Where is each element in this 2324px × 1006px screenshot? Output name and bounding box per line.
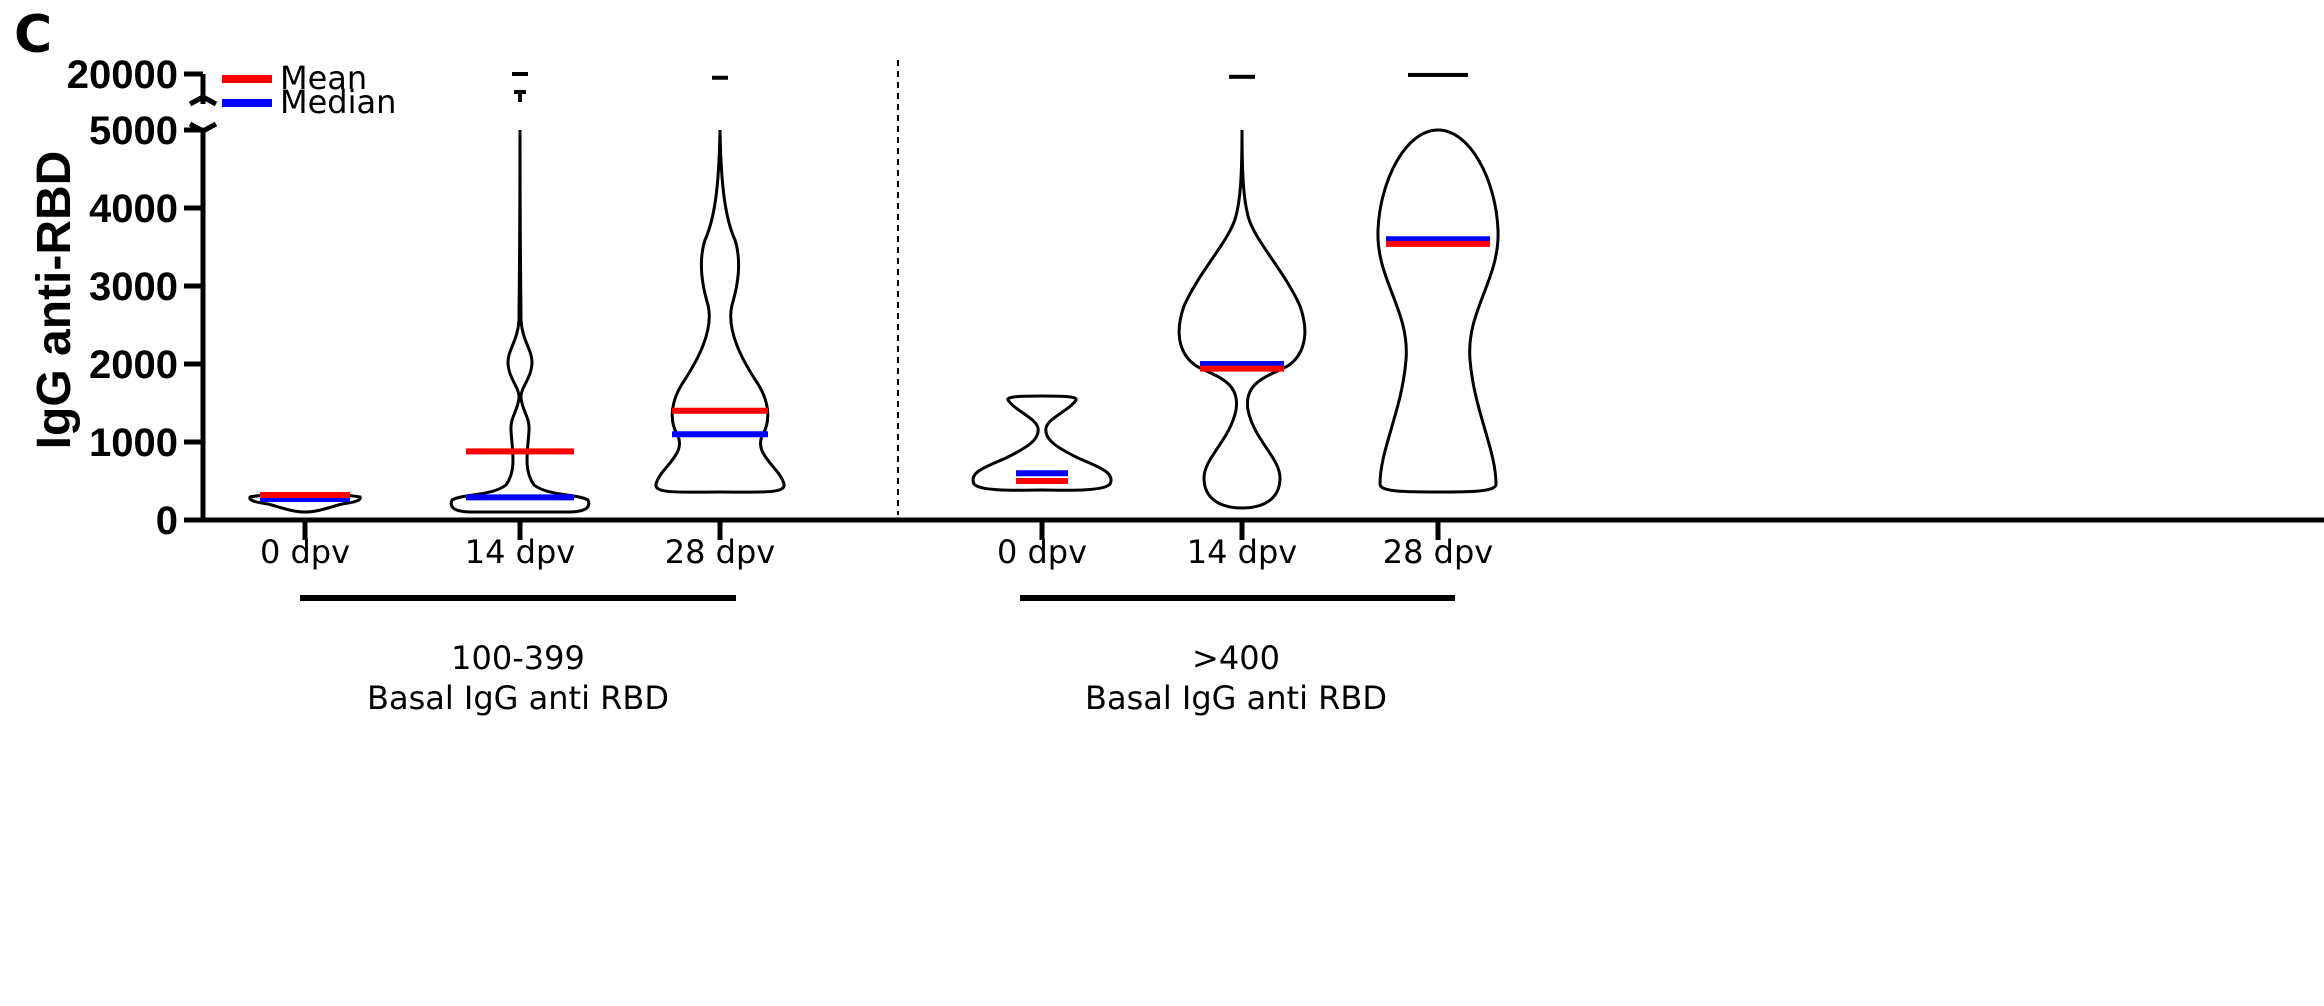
category-label: 0 dpv [997,533,1087,571]
tail-marker [1408,72,1468,77]
tail-marker [1229,74,1255,79]
violin-outline [1376,128,1500,494]
legend: Mean Median [222,59,396,121]
y-tick-label: 0 [156,499,178,543]
violin-outline [248,492,362,514]
category-label: 14 dpv [465,533,575,571]
y-tick-label: 5000 [89,109,178,153]
category-label: 28 dpv [665,533,775,571]
y-axis-label: IgG anti-RBD [28,151,81,450]
violin-outline [1177,129,1307,510]
violin-outline [449,129,591,514]
legend-median-label: Median [280,83,396,121]
tail-marker [512,72,528,76]
y-tick-label: 3000 [89,265,178,309]
y-tick-label: 20000 [67,53,178,97]
y-tick-label: 4000 [89,187,178,231]
violins [248,72,1500,514]
category-label: 28 dpv [1383,533,1493,571]
group-label-1-line2: Basal IgG anti RBD [367,679,669,717]
y-tick-label: 2000 [89,343,178,387]
x-ticks: 0 dpv 14 dpv 28 dpv 0 dpv 14 dpv 28 dpv [260,520,1493,571]
panel-letter: C [14,5,52,65]
tail-marker [712,75,728,80]
group-label-2-line2: Basal IgG anti RBD [1085,679,1387,717]
violin-outline [654,129,786,494]
y-axis [188,74,218,520]
group-label-1-line1: 100-399 [451,639,585,677]
y-ticks: 0 1000 2000 3000 4000 5000 20000 [67,53,203,543]
category-label: 14 dpv [1187,533,1297,571]
category-label: 0 dpv [260,533,350,571]
legend-mean-label: Mean [280,59,367,97]
group-label-2-line1: >400 [1192,639,1280,677]
violin-outline [971,394,1113,492]
y-tick-label: 1000 [89,421,178,465]
